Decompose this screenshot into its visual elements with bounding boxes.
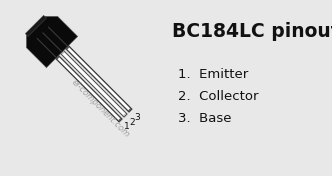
Text: BC184LC pinout: BC184LC pinout (172, 22, 332, 41)
Polygon shape (55, 55, 122, 122)
Polygon shape (67, 48, 130, 110)
Text: 3: 3 (134, 113, 140, 122)
Polygon shape (60, 50, 127, 117)
Text: 2.  Collector: 2. Collector (178, 90, 259, 103)
Polygon shape (27, 17, 78, 68)
Polygon shape (65, 45, 132, 112)
Polygon shape (25, 15, 46, 36)
Text: 1: 1 (124, 122, 130, 131)
Text: el-component.com: el-component.com (69, 77, 131, 139)
Polygon shape (57, 58, 120, 120)
Polygon shape (62, 52, 125, 115)
Text: 2: 2 (129, 118, 135, 127)
Text: 1.  Emitter: 1. Emitter (178, 68, 248, 81)
Text: 3.  Base: 3. Base (178, 112, 231, 125)
